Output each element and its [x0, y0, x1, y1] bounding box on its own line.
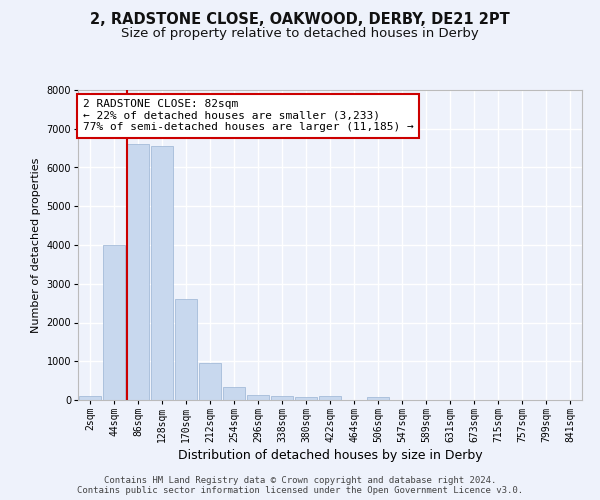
Y-axis label: Number of detached properties: Number of detached properties: [31, 158, 41, 332]
Text: Size of property relative to detached houses in Derby: Size of property relative to detached ho…: [121, 28, 479, 40]
Bar: [151, 146, 173, 400]
Bar: [175, 299, 197, 400]
Bar: [271, 396, 293, 400]
X-axis label: Distribution of detached houses by size in Derby: Distribution of detached houses by size …: [178, 449, 482, 462]
Bar: [127, 144, 149, 400]
Bar: [79, 396, 101, 400]
Text: 2, RADSTONE CLOSE, OAKWOOD, DERBY, DE21 2PT: 2, RADSTONE CLOSE, OAKWOOD, DERBY, DE21 …: [90, 12, 510, 28]
Bar: [295, 398, 317, 400]
Bar: [247, 395, 269, 400]
Bar: [367, 398, 389, 400]
Bar: [199, 363, 221, 400]
Text: Contains HM Land Registry data © Crown copyright and database right 2024.
Contai: Contains HM Land Registry data © Crown c…: [77, 476, 523, 495]
Bar: [103, 245, 125, 400]
Bar: [319, 396, 341, 400]
Text: 2 RADSTONE CLOSE: 82sqm
← 22% of detached houses are smaller (3,233)
77% of semi: 2 RADSTONE CLOSE: 82sqm ← 22% of detache…: [83, 100, 414, 132]
Bar: [223, 387, 245, 400]
